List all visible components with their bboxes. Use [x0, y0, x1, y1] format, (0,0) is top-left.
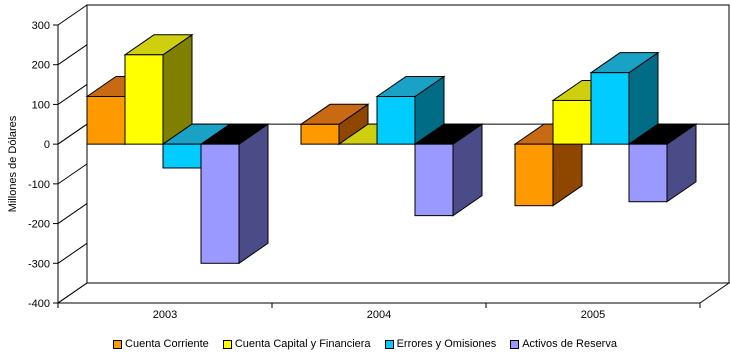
y-tick-label: -400 [28, 298, 50, 310]
y-tick-slant [57, 203, 88, 224]
y-axis-title: Millones de Dólares [7, 115, 19, 212]
bar [552, 99, 592, 145]
bar [124, 54, 164, 145]
y-tick-label: 300 [32, 20, 50, 32]
legend-item: Errores y Omisiones [384, 336, 497, 352]
legend-label: Errores y Omisiones [396, 338, 497, 350]
y-tick-label: 100 [32, 99, 50, 111]
bar [86, 95, 126, 145]
bar [590, 72, 630, 145]
y-tick-slant [57, 242, 88, 264]
y-tick-slant [57, 123, 88, 145]
legend-label: Cuenta Corriente [125, 338, 209, 350]
legend-swatch [222, 339, 232, 349]
y-tick-slant [57, 282, 88, 304]
y-tick-slant [57, 84, 88, 105]
bar [414, 143, 454, 217]
y-tick-label: 200 [32, 60, 50, 72]
y-tick-slant [57, 163, 88, 185]
bar [376, 95, 416, 145]
bar-side [238, 123, 269, 265]
floor [56, 282, 730, 304]
legend-item: Cuenta Capital y Financiera [222, 336, 371, 352]
bar [514, 143, 554, 207]
y-tick-label: -100 [28, 179, 50, 191]
bar [200, 143, 240, 264]
x-tick-label: 2005 [581, 309, 605, 321]
legend-item: Activos de Reserva [510, 336, 617, 352]
x-tick-label: 2003 [153, 309, 177, 321]
y-tick-slant [57, 4, 88, 26]
legend-swatch [384, 339, 394, 349]
chart-legend: Cuenta Corriente Cuenta Capital y Financi… [0, 336, 730, 352]
legend-item: Cuenta Corriente [113, 336, 209, 352]
bar [162, 143, 202, 169]
legend-label: Activos de Reserva [522, 338, 617, 350]
y-tick-label: -200 [28, 219, 50, 231]
y-tick-slant [57, 44, 88, 66]
y-tick-label: 0 [44, 139, 50, 151]
y-tick-label: -300 [28, 258, 50, 270]
bar [628, 143, 668, 203]
legend-swatch [510, 339, 520, 349]
legend-label: Cuenta Capital y Financiera [234, 338, 371, 350]
x-tick-label: 2004 [367, 309, 391, 321]
legend-swatch [113, 339, 123, 349]
bar [300, 123, 340, 145]
